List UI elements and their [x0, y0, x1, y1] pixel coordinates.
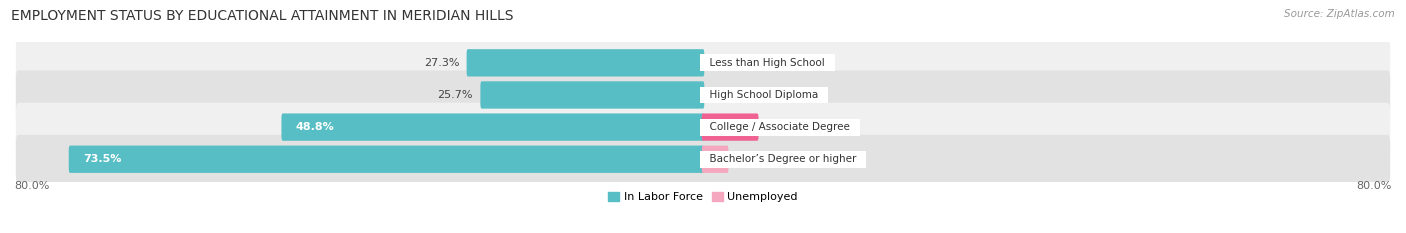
- Text: College / Associate Degree: College / Associate Degree: [703, 122, 856, 132]
- FancyBboxPatch shape: [15, 103, 1391, 151]
- FancyBboxPatch shape: [15, 38, 1391, 87]
- Text: 0.0%: 0.0%: [711, 58, 740, 68]
- Text: Less than High School: Less than High School: [703, 58, 831, 68]
- Text: Bachelor’s Degree or higher: Bachelor’s Degree or higher: [703, 154, 863, 164]
- FancyBboxPatch shape: [481, 81, 704, 109]
- Text: 73.5%: 73.5%: [83, 154, 121, 164]
- Text: EMPLOYMENT STATUS BY EDUCATIONAL ATTAINMENT IN MERIDIAN HILLS: EMPLOYMENT STATUS BY EDUCATIONAL ATTAINM…: [11, 9, 513, 23]
- Text: Source: ZipAtlas.com: Source: ZipAtlas.com: [1284, 9, 1395, 19]
- FancyBboxPatch shape: [281, 113, 704, 141]
- FancyBboxPatch shape: [15, 71, 1391, 119]
- Text: 27.3%: 27.3%: [423, 58, 460, 68]
- Text: 2.8%: 2.8%: [735, 154, 765, 164]
- Text: 6.3%: 6.3%: [766, 122, 794, 132]
- FancyBboxPatch shape: [15, 135, 1391, 184]
- FancyBboxPatch shape: [702, 146, 728, 173]
- Text: High School Diploma: High School Diploma: [703, 90, 825, 100]
- FancyBboxPatch shape: [702, 113, 759, 141]
- FancyBboxPatch shape: [69, 146, 704, 173]
- Text: 25.7%: 25.7%: [437, 90, 472, 100]
- FancyBboxPatch shape: [467, 49, 704, 76]
- Text: 80.0%: 80.0%: [14, 181, 49, 191]
- Text: 80.0%: 80.0%: [1357, 181, 1392, 191]
- Legend: In Labor Force, Unemployed: In Labor Force, Unemployed: [603, 188, 803, 207]
- Text: 0.0%: 0.0%: [711, 90, 740, 100]
- Text: 48.8%: 48.8%: [295, 122, 335, 132]
